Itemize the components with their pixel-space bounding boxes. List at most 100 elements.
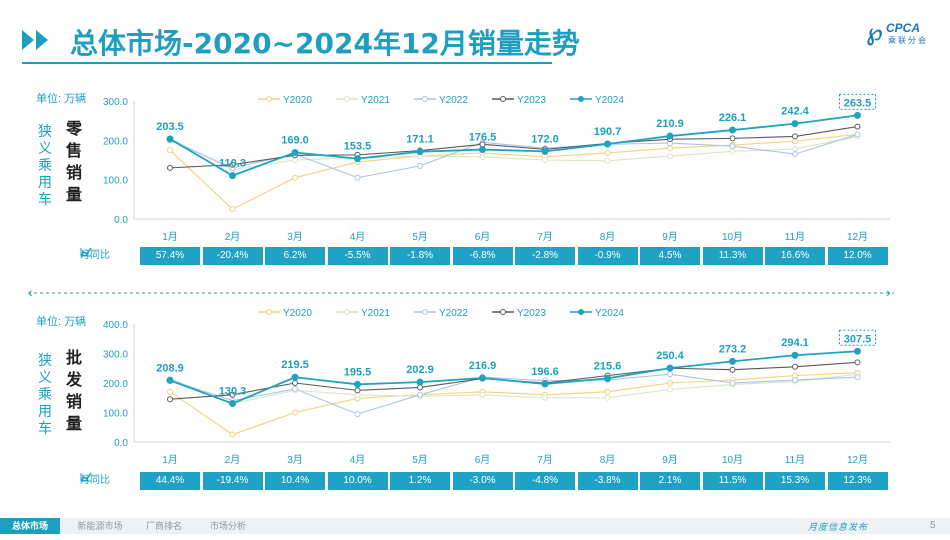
legend-label: Y2023 [517, 95, 546, 106]
x-tick-label: 9月 [662, 454, 678, 466]
retail-sales-plot: 0.0 100.0 200.0 300.0 1月 2月 3月 4月 5月 6月 7月 8月 9月 10月 1… [103, 93, 890, 243]
footer-tab-nev[interactable]: 新能源市场 [77, 521, 123, 531]
y-tick-label: 300.0 [103, 350, 128, 361]
data-label: 263.5 [844, 97, 872, 109]
mom-cell: 12.3% [827, 472, 888, 490]
mom-label: 月同比 [80, 247, 136, 265]
x-tick-label: 10月 [722, 454, 743, 466]
highlight-box [839, 329, 876, 346]
series-line-Y2020 [169, 133, 858, 210]
big-label: 批发销量 [66, 350, 83, 433]
y-tick-label: 400.0 [103, 320, 128, 331]
legend-label: Y2022 [439, 308, 468, 319]
data-point-Y2024 [166, 135, 174, 143]
mom-cell: -1.8% [390, 247, 450, 265]
page-number: 5 [930, 520, 936, 531]
data-point-Y2020 [604, 388, 611, 395]
data-point-Y2023 [729, 366, 736, 373]
data-point-Y2022 [729, 143, 736, 150]
data-point-Y2023 [354, 387, 361, 394]
data-label: 169.0 [281, 135, 309, 147]
data-point-Y2020 [667, 380, 673, 386]
data-label: 110.3 [219, 158, 246, 170]
data-point-Y2024 [666, 132, 674, 140]
legend-marker [578, 309, 584, 315]
x-tick-label: 1月 [162, 231, 178, 243]
mom-cell: -3.8% [577, 472, 638, 490]
data-point-Y2024 [479, 146, 486, 154]
series-line-Y2022 [169, 133, 858, 179]
legend-marker [500, 309, 506, 315]
data-point-Y2024 [854, 111, 861, 119]
data-label: 171.1 [406, 134, 434, 146]
series-line-Y2021 [169, 135, 858, 171]
data-point-Y2021 [604, 394, 611, 401]
legend-label: Y2024 [595, 308, 624, 319]
data-label: 190.7 [594, 126, 622, 138]
data-label: 130.3 [219, 386, 247, 398]
trend-icon [80, 247, 92, 257]
data-label: 273.2 [719, 343, 747, 355]
data-label: 250.4 [656, 350, 684, 362]
data-point-Y2022 [792, 377, 798, 384]
footer-tab-overall[interactable]: 总体市场 [0, 518, 60, 534]
mom-cell: 10.0% [327, 472, 388, 490]
data-point-Y2021 [542, 157, 548, 163]
legend-label: Y2024 [595, 95, 624, 106]
data-point-Y2024 [604, 374, 611, 382]
y-tick-label: 0.0 [114, 438, 128, 449]
data-point-Y2021 [479, 153, 486, 160]
mom-cell: 15.3% [765, 472, 825, 490]
data-label: 203.5 [156, 121, 184, 133]
legend-marker [344, 309, 350, 315]
x-tick-label: 3月 [287, 454, 303, 466]
data-point-Y2024 [541, 380, 549, 388]
legend-label: Y2020 [283, 308, 312, 319]
data-point-Y2023 [417, 384, 423, 391]
mom-cell: -5.5% [327, 247, 388, 265]
data-point-Y2022 [417, 391, 423, 398]
data-point-Y2021 [479, 391, 486, 398]
legend-label: Y2020 [283, 95, 312, 106]
footer-tab-ranking[interactable]: 厂商排名 [145, 521, 182, 531]
data-point-Y2024 [229, 400, 236, 408]
data-label: 195.5 [344, 366, 372, 378]
x-tick-label: 5月 [412, 231, 428, 243]
data-point-Y2023 [792, 363, 798, 370]
mom-cell: 6.2% [265, 247, 325, 265]
wholesale-sales-plot: 0.0 100.0 200.0 300.0 400.0 1月 2月 3月 4月 5月 6月 7月 8月 9… [103, 308, 890, 466]
data-label: 196.6 [531, 366, 559, 378]
data-label: 202.9 [406, 364, 434, 376]
data-point-Y2021 [542, 394, 548, 401]
y-tick-label: 200.0 [103, 379, 128, 390]
y-tick-label: 100.0 [103, 409, 128, 420]
series-line-Y2021 [169, 373, 858, 405]
mom-strip: 月同比 57.4% -20.4% 6.2% -5.5% -1.8% -6.8% -2.8% -… [80, 247, 890, 265]
mom-cell: 57.4% [140, 247, 200, 265]
mom-cell: -20.4% [202, 247, 263, 265]
data-label: 210.9 [656, 118, 684, 130]
legend-marker [266, 309, 272, 315]
series-line-Y2024 [169, 114, 858, 177]
footer-tab-analysis[interactable]: 市场分析 [209, 521, 246, 531]
data-point-Y2022 [667, 371, 673, 378]
mom-label-text: 月同比 [80, 250, 110, 261]
series-line-Y2022 [169, 373, 858, 415]
data-label: 307.5 [844, 333, 872, 345]
mom-cell: -19.4% [202, 472, 263, 490]
data-point-Y2024 [479, 374, 486, 382]
side-label: 狭义乘用车 [38, 352, 52, 436]
legend-marker [500, 96, 506, 102]
data-point-Y2022 [854, 131, 861, 138]
data-point-Y2023 [729, 135, 736, 142]
logo-mark-icon: ℘ [866, 19, 883, 46]
data-point-Y2024 [854, 347, 861, 355]
x-tick-label: 1月 [162, 454, 178, 466]
cpca-logo: ℘ CPCA 乘联分会 [866, 18, 940, 48]
data-point-Y2022 [292, 385, 298, 392]
series-line-Y2023 [169, 126, 858, 169]
legend-label: Y2022 [439, 95, 468, 106]
data-point-Y2024 [604, 140, 611, 148]
mom-cell: 11.5% [702, 472, 763, 490]
data-label: 153.5 [344, 141, 372, 153]
